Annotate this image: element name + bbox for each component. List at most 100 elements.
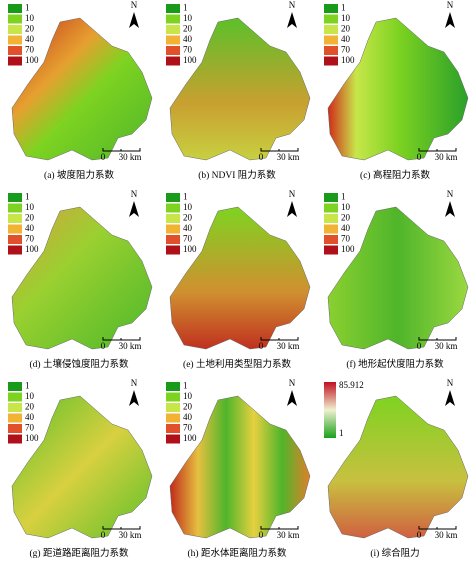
legend-label: 1 <box>183 192 188 202</box>
legend-label: 70 <box>341 234 351 244</box>
scale-start: 0 <box>259 341 264 351</box>
legend-label: 100 <box>25 244 39 254</box>
legend-swatch <box>166 403 180 412</box>
north-label: N <box>447 0 454 10</box>
legend-swatch <box>8 35 22 45</box>
legend-swatch <box>8 424 22 433</box>
legend-swatch <box>166 14 180 24</box>
north-label: N <box>131 189 138 199</box>
legend-label: 70 <box>25 234 35 244</box>
scale-start: 0 <box>101 152 106 162</box>
legend-label: 70 <box>183 45 193 55</box>
legend-gradient <box>324 382 336 438</box>
legend-swatch <box>166 25 180 34</box>
legend-swatch <box>166 434 180 444</box>
legend-swatch <box>324 193 338 202</box>
legend-swatch <box>324 56 338 66</box>
legend-swatch <box>8 25 22 34</box>
legend-label: 10 <box>183 391 193 401</box>
panel-caption: (h) 距水体距离阻力系数 <box>188 547 287 559</box>
scale-start: 0 <box>417 152 422 162</box>
legend-swatch <box>8 14 22 24</box>
legend-label: 20 <box>341 24 351 34</box>
legend-swatch <box>324 245 338 255</box>
legend-label: 20 <box>183 402 193 412</box>
legend-swatch <box>8 382 22 391</box>
north-arrow <box>129 390 139 406</box>
north-arrow <box>445 390 455 406</box>
region-map <box>327 395 469 539</box>
scale-end: 30 km <box>277 341 300 351</box>
map-panel: 85.912 1 N 0 30 km (i) 综合阻力 <box>324 378 469 559</box>
scale-bar <box>418 337 457 341</box>
scale-bar <box>102 148 141 152</box>
legend-label: 100 <box>183 55 197 65</box>
legend-swatch <box>8 224 22 234</box>
legend-label: 100 <box>25 55 39 65</box>
legend-swatch <box>8 203 22 213</box>
scale-start: 0 <box>259 152 264 162</box>
scale-end: 30 km <box>277 530 300 540</box>
scale-bar <box>418 526 457 530</box>
legend-swatch <box>8 245 22 255</box>
legend-label: 20 <box>183 24 193 34</box>
legend-swatch <box>166 382 180 391</box>
legend-label: 100 <box>183 244 197 254</box>
legend-max: 85.912 <box>339 380 364 390</box>
legend-swatch <box>166 235 180 244</box>
panel-caption: (i) 综合阻力 <box>370 547 419 559</box>
legend-label: 100 <box>341 55 355 65</box>
legend-label: 20 <box>25 402 35 412</box>
legend-label: 10 <box>183 13 193 23</box>
legend-swatch <box>166 424 180 433</box>
north-arrow <box>445 12 455 28</box>
legend-label: 40 <box>341 34 351 44</box>
legend-swatch <box>166 392 180 402</box>
legend-swatch <box>166 193 180 202</box>
legend-label: 10 <box>25 391 35 401</box>
legend-label: 20 <box>25 24 35 34</box>
legend-label: 1 <box>183 381 188 391</box>
legend-label: 10 <box>183 202 193 212</box>
north-arrow <box>129 201 139 217</box>
legend-swatch <box>324 224 338 234</box>
north-arrow <box>445 201 455 217</box>
legend-label: 100 <box>183 433 197 443</box>
scale-bar <box>260 337 299 341</box>
legend-swatch <box>8 56 22 66</box>
scale-end: 30 km <box>277 152 300 162</box>
legend-swatch <box>324 235 338 244</box>
legend-swatch <box>324 46 338 55</box>
legend-label: 40 <box>25 34 35 44</box>
legend-swatch <box>166 224 180 234</box>
legend-label: 40 <box>25 412 35 422</box>
legend-label: 100 <box>341 244 355 254</box>
scale-start: 0 <box>101 530 106 540</box>
legend-swatch <box>8 235 22 244</box>
panel-caption: (d) 土壤侵蚀度阻力系数 <box>30 358 129 370</box>
legend-min: 1 <box>339 428 344 438</box>
north-label: N <box>447 189 454 199</box>
scale-start: 0 <box>417 341 422 351</box>
legend-swatch <box>166 413 180 423</box>
legend-label: 70 <box>183 234 193 244</box>
legend-label: 40 <box>25 223 35 233</box>
legend-label: 20 <box>25 213 35 223</box>
legend-swatch <box>8 193 22 202</box>
legend-label: 1 <box>341 3 346 13</box>
panel-caption: (e) 土地利用类型阻力系数 <box>183 358 291 370</box>
north-label: N <box>289 189 296 199</box>
legend-label: 40 <box>341 223 351 233</box>
legend-swatch <box>324 214 338 223</box>
legend-swatch <box>166 203 180 213</box>
legend-swatch <box>8 434 22 444</box>
north-label: N <box>131 0 138 10</box>
panel-caption: (g) 距道路距离阻力系数 <box>30 547 129 559</box>
panel-caption: (c) 高程阻力系数 <box>360 169 430 181</box>
scale-end: 30 km <box>119 152 142 162</box>
legend-label: 1 <box>25 3 30 13</box>
legend-label: 20 <box>341 213 351 223</box>
legend-swatch <box>324 14 338 24</box>
scale-start: 0 <box>101 341 106 351</box>
